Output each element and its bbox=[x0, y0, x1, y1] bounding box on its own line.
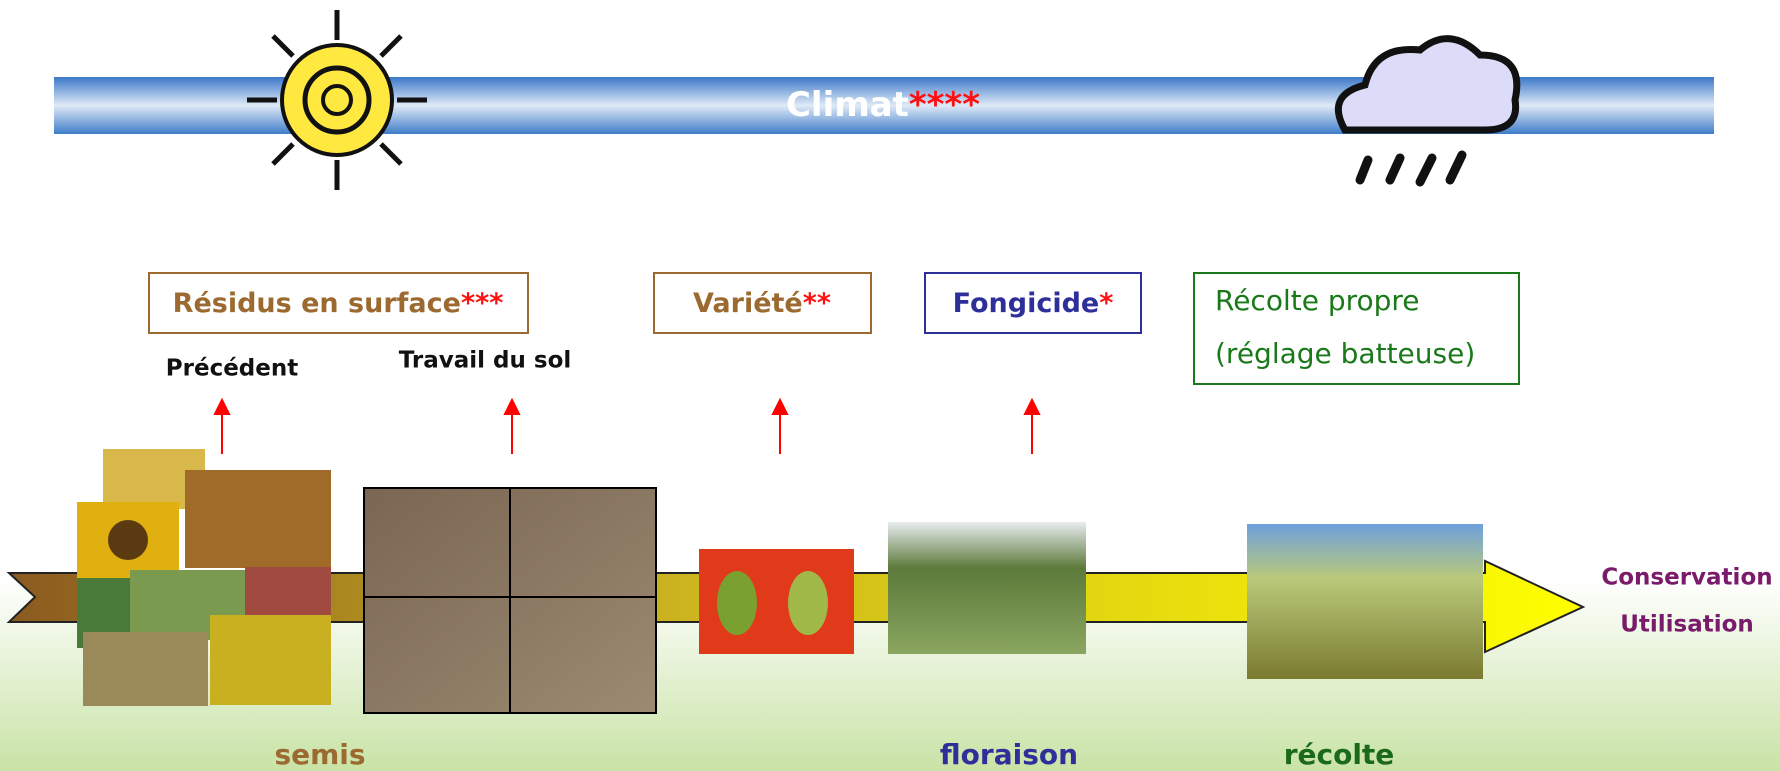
factor-box bbox=[924, 272, 1142, 334]
factor-label: Résidus en surface*** bbox=[173, 288, 504, 319]
sublabel: Travail du sol bbox=[399, 348, 572, 374]
red-arrows bbox=[213, 397, 1041, 454]
factor-box bbox=[1193, 272, 1520, 385]
crop-collage bbox=[77, 449, 331, 706]
spraying-photo bbox=[888, 522, 1086, 654]
rain-cloud-icon bbox=[1334, 35, 1521, 187]
stage-label: floraison bbox=[940, 738, 1078, 771]
sun-icon bbox=[247, 10, 427, 190]
end-label: Conservation bbox=[1601, 565, 1772, 591]
harvest-photo bbox=[1247, 524, 1483, 679]
soil-photos bbox=[363, 487, 657, 714]
stage-label: semis bbox=[274, 738, 365, 771]
factor-box bbox=[653, 272, 872, 334]
factor-label: Fongicide* bbox=[953, 288, 1114, 319]
factor-stars: * bbox=[1099, 288, 1113, 319]
end-label: Utilisation bbox=[1620, 612, 1754, 638]
seed-photo bbox=[699, 549, 854, 654]
factor-text: Variété bbox=[693, 288, 803, 319]
factor-text: Résidus en surface bbox=[173, 288, 461, 319]
stage-label: récolte bbox=[1284, 738, 1395, 771]
title-text: Climat bbox=[786, 85, 909, 125]
factor-text: (réglage batteuse) bbox=[1215, 337, 1475, 370]
factor-text: Fongicide bbox=[953, 288, 1100, 319]
sublabel: Précédent bbox=[166, 356, 298, 382]
factor-text: Récolte propre bbox=[1215, 284, 1420, 317]
factor-label: Variété** bbox=[693, 288, 831, 319]
factor-box bbox=[148, 272, 529, 334]
factor-stars: *** bbox=[461, 288, 503, 319]
factor-stars: ** bbox=[803, 288, 831, 319]
climate-title: Climat**** bbox=[786, 85, 980, 125]
title-stars: **** bbox=[909, 85, 980, 125]
